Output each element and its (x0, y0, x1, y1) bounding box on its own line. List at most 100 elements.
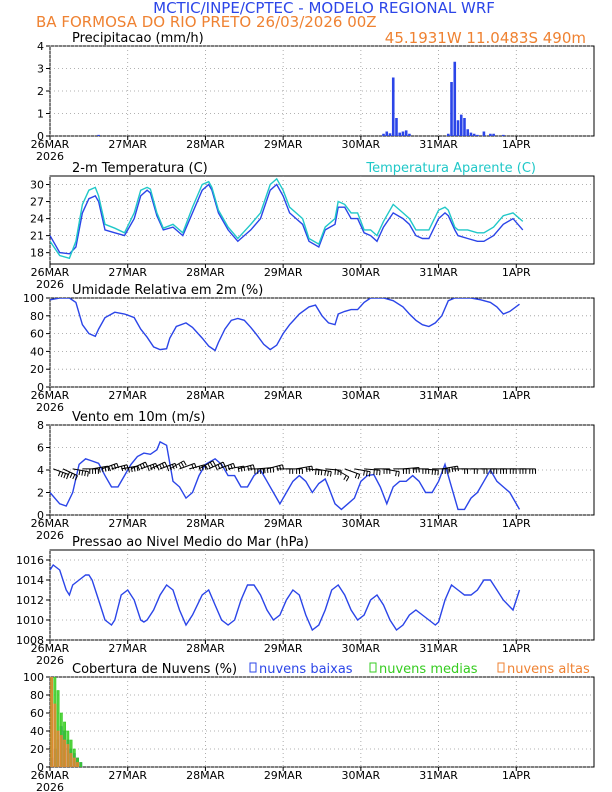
wind-barb-feather (324, 470, 327, 476)
precip-bar (456, 120, 460, 136)
wind-barb-feather (78, 470, 81, 476)
x-tick-label: 29MAR (264, 138, 303, 151)
precip-bar (398, 132, 402, 136)
y-tick-label: 60 (30, 707, 44, 720)
x-tick-label: 30MAR (342, 138, 381, 151)
x-tick-label: 30MAR (342, 642, 381, 655)
wind-barb-feather (227, 465, 231, 471)
x-tick-label: 26MAR (31, 642, 70, 655)
wind-barb-feather (451, 467, 454, 473)
cloud-bar (69, 753, 73, 767)
panel-rh: 0 20 40 60 80 100 26MAR 27MAR 28MAR 29MAR 30MAR 31M… (23, 283, 595, 414)
wind-barb-feather (201, 465, 204, 471)
wind-barb-feather (74, 475, 78, 481)
x-tick-label: 1APR (502, 642, 531, 655)
wind-barb-feather (279, 465, 282, 471)
y-tick-label: 2 (37, 85, 44, 98)
panel-frame (49, 175, 595, 265)
wind-barb-feather (136, 466, 139, 472)
x-tick-label: 1APR (502, 266, 531, 279)
data-layer (50, 677, 83, 767)
y-tick-label: 21 (30, 230, 44, 243)
x-tick-label: 29MAR (264, 769, 303, 782)
x-year-label: 2026 (36, 401, 64, 414)
precip-bar (388, 133, 392, 136)
wind-barb-feather (363, 470, 365, 476)
panel-title: Cobertura de Nuvens (%) (72, 662, 237, 677)
cloud-bar (66, 744, 70, 767)
precip-bar (97, 134, 100, 136)
x-year-label: 2026 (36, 278, 64, 291)
x-tick-label: 29MAR (264, 642, 303, 655)
y-tick-label: 40 (30, 725, 44, 738)
precip-bar (469, 132, 473, 136)
wind-barb-feather (145, 461, 149, 467)
wind-barb-feather (395, 471, 397, 477)
x-tick-label: 28MAR (186, 266, 225, 279)
y-tick-label: 1016 (16, 554, 44, 567)
wind-barb-feather (164, 461, 168, 467)
cloud-bar (53, 703, 57, 767)
panel-title: Pressao ao Nivel Medio do Mar (hPa) (72, 535, 309, 550)
wind-barb-feather (127, 467, 130, 473)
x-year-label: 2026 (36, 781, 64, 792)
legend-swatch (249, 662, 257, 673)
data-layer (97, 61, 505, 136)
x-tick-label: 27MAR (108, 769, 147, 782)
y-tick-label: 0 (37, 130, 44, 143)
wind-barb-feather (137, 465, 141, 471)
x-tick-label: 31MAR (419, 389, 458, 402)
y-tick-label: 1010 (16, 614, 44, 627)
precip-bar (476, 134, 479, 136)
wind-barb-feather (72, 474, 76, 480)
y-tick-label: 1008 (16, 634, 44, 647)
cloud-bar (50, 677, 54, 767)
legend-swatch (369, 662, 377, 673)
wind-barb-feather (180, 462, 185, 467)
header-title: MCTIC/INPE/CPTEC - MODELO REGIONAL WRF (153, 0, 495, 17)
wind-barb-feather (110, 465, 114, 471)
x-tick-label: 27MAR (108, 138, 147, 151)
x-tick-label: 1APR (502, 138, 531, 151)
wind-barb-feather (354, 473, 358, 479)
header-coords: 45.1931W 11.0483S 490m (385, 29, 586, 47)
x-tick-label: 31MAR (419, 769, 458, 782)
precip-bar (489, 133, 492, 136)
data-layer (50, 563, 521, 632)
cloud-bar (56, 730, 60, 767)
x-tick-label: 26MAR (31, 769, 70, 782)
x-tick-label: 29MAR (264, 517, 303, 530)
wind-barb-feather (365, 471, 368, 477)
y-tick-label: 100 (23, 292, 44, 305)
data-layer (50, 440, 537, 511)
wind-barb-feather (204, 464, 209, 470)
series-line-vento (50, 440, 521, 511)
x-tick-label: 29MAR (264, 389, 303, 402)
cloud-bar (76, 762, 79, 767)
precip-bar (463, 118, 466, 136)
precip-bar (408, 133, 411, 136)
y-tick-label: 80 (30, 310, 44, 323)
wind-barb-feather (87, 471, 89, 477)
y-tick-label: 27 (30, 196, 44, 209)
x-tick-label: 28MAR (186, 517, 225, 530)
wind-barb-feather (209, 462, 214, 467)
x-tick-label: 26MAR (31, 138, 70, 151)
x-tick-label: 31MAR (419, 266, 458, 279)
x-tick-label: 29MAR (264, 266, 303, 279)
x-tick-label: 30MAR (342, 266, 381, 279)
wind-barb-feather (149, 465, 153, 471)
cloud-bar (63, 739, 66, 767)
wind-barb-feather (69, 472, 73, 478)
wind-barb-feather (207, 463, 211, 469)
x-tick-label: 27MAR (108, 642, 147, 655)
precip-bar (446, 133, 450, 136)
precip-bar (391, 77, 395, 136)
y-tick-label: 0 (37, 761, 44, 774)
x-tick-label: 26MAR (31, 389, 70, 402)
wind-barb-feather (130, 467, 133, 473)
wind-barb-feather (214, 465, 218, 471)
legend-label: nuvens baixas (259, 662, 353, 677)
wind-barb-feather (156, 465, 160, 471)
y-tick-label: 40 (30, 345, 44, 358)
